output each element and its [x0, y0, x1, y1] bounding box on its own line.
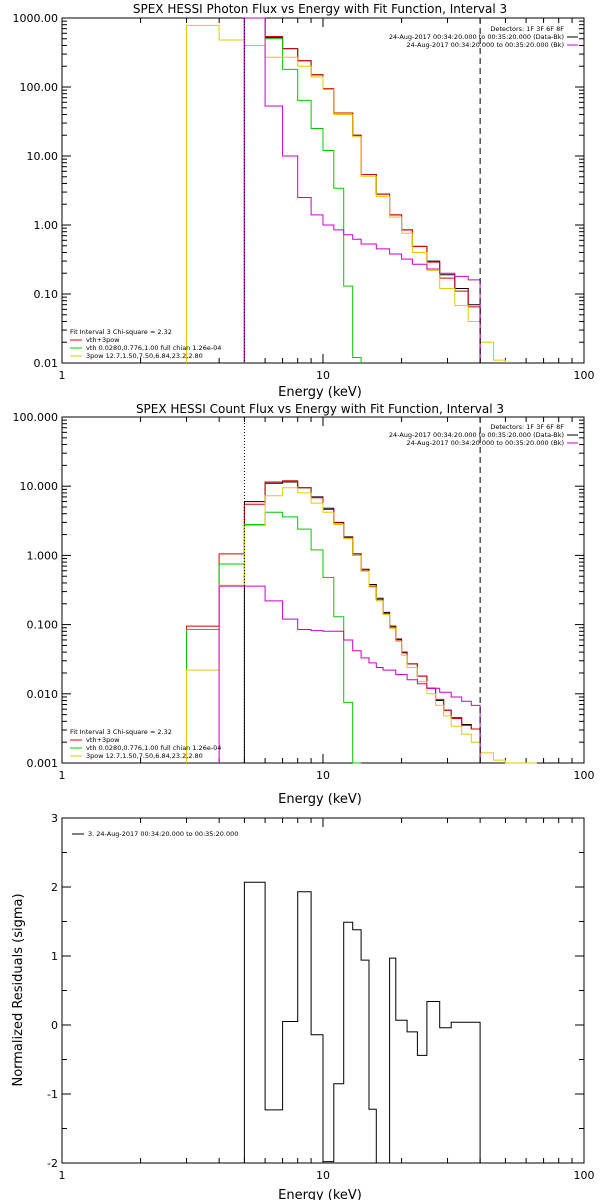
panel-2-legend-vth: vth 0.0280,0.776,1.00 full chian 1.26e-0… — [86, 744, 221, 752]
y-tick-label: -1 — [47, 1088, 58, 1101]
panel-1-legend-bk: 24-Aug-2017 00:34:20.000 to 00:35:20.000… — [407, 41, 564, 49]
panel-2-legend-bk: 24-Aug-2017 00:34:20.000 to 00:35:20.000… — [407, 439, 564, 447]
y-tick-label: 10.000 — [20, 480, 59, 493]
x-tick-label: 10 — [316, 769, 330, 782]
x-tick-label: 10 — [316, 369, 330, 382]
y-tick-label: 0 — [51, 1019, 58, 1032]
photon-flux-panel: SPEX HESSI Photon Flux vs Energy with Fi… — [13, 2, 595, 400]
panel-1-legend-bottom-left: Fit Interval 3 Chi-square = 2.32 vth+3po… — [70, 328, 221, 360]
panel-2-legend-data-bk: 24-Aug-2017 00:34:20.000 to 00:35:20.000… — [389, 431, 564, 439]
x-tick-label: 100 — [574, 369, 595, 382]
series-vth — [243, 17, 362, 363]
x-tick-label: 100 — [574, 1169, 595, 1182]
series-vth — [186, 511, 362, 764]
count-flux-panel: SPEX HESSI Count Flux vs Energy with Fit… — [13, 402, 595, 807]
x-tick-label: 10 — [316, 1169, 330, 1182]
panel-2-ticks: 1 10 100 0.001 0.010 0.100 1.000 10.000 100.000 — [13, 411, 595, 782]
y-tick-label: 2 — [51, 881, 58, 894]
residuals-panel: 1 10 100 -2 -1 0 1 2 3 Normalized Residuals (sig… — [11, 812, 595, 1200]
series-bk — [218, 585, 481, 763]
panel-2-title: SPEX HESSI Count Flux vs Energy with Fit… — [136, 402, 504, 416]
x-tick-label: 100 — [574, 769, 595, 782]
x-tick-label: 1 — [59, 1169, 66, 1182]
y-tick-label: 0.100 — [27, 619, 59, 632]
series-3pow — [186, 487, 537, 764]
panel-1-title: SPEX HESSI Photon Flux vs Energy with Fi… — [133, 2, 507, 16]
panel-3-series — [243, 881, 481, 1164]
series-data-bk — [243, 481, 481, 763]
y-tick-label: 10.00 — [27, 150, 59, 163]
series-3-24-aug-2017-00-34-20-000-to-00-35-20-000 — [243, 881, 481, 1164]
panel-3-legend-label: 3. 24-Aug-2017 00:34:20.000 to 00:35:20.… — [88, 830, 238, 838]
panel-2-plot-frame — [61, 416, 585, 764]
panel-1-legend-vth: vth 0.0280,0.776,1.00 full chian 1.26e-0… — [86, 344, 221, 352]
panel-2-legend-total: vth+3pow — [86, 736, 120, 744]
y-tick-label: 0.001 — [27, 757, 59, 770]
panel-2-legend-3pow: 3pow 12.7,1.50,7.50,6.84,23.2,2.80 — [86, 752, 203, 760]
panel-3-x-axis-label: Energy (keV) — [278, 1188, 362, 1200]
series-vth-3pow — [243, 17, 481, 363]
series-3pow — [186, 24, 506, 363]
panel-1-series — [186, 17, 506, 363]
x-tick-label: 1 — [59, 369, 66, 382]
panel-2-reference-lines — [243, 417, 481, 763]
series-data-bk — [243, 17, 481, 363]
y-tick-label: 0.010 — [27, 688, 59, 701]
panel-1-x-axis-label: Energy (keV) — [278, 385, 362, 400]
panel-2-legend-fit-interval: Fit Interval 3 Chi-square = 2.32 — [70, 728, 172, 736]
panel-1-reference-lines — [243, 18, 481, 363]
panel-1-legend-fit-interval: Fit Interval 3 Chi-square = 2.32 — [70, 328, 172, 336]
y-tick-label: 3 — [51, 812, 58, 825]
y-tick-label: 1.00 — [34, 219, 59, 232]
panel-2-series — [186, 480, 537, 764]
y-tick-label: 100.000 — [13, 411, 59, 424]
y-tick-label: 0.10 — [34, 288, 59, 301]
panel-2-legend-detectors: Detectors: 1F 3F 6F 8F — [490, 423, 564, 431]
y-tick-label: 1 — [51, 950, 58, 963]
panel-3-legend: 3. 24-Aug-2017 00:34:20.000 to 00:35:20.… — [72, 830, 238, 838]
y-tick-label: 1.000 — [27, 549, 59, 562]
y-tick-label: 0.01 — [34, 357, 59, 370]
panel-1-legend-top-right: Detectors: 1F 3F 6F 8F 24-Aug-2017 00:34… — [389, 25, 578, 49]
panel-3-y-axis-label: Normalized Residuals (sigma) — [11, 893, 26, 1086]
panel-1-ticks: 1 10 100 0.01 0.10 1.00 10.00 100.00 1000.00 — [13, 12, 595, 382]
y-tick-label: -2 — [47, 1157, 58, 1170]
series-bk — [243, 17, 481, 363]
y-tick-label: 100.00 — [20, 81, 59, 94]
x-tick-label: 1 — [59, 769, 66, 782]
y-tick-label: 1000.00 — [13, 12, 59, 25]
panel-1-legend-data-bk: 24-Aug-2017 00:34:20.000 to 00:35:20.000… — [389, 33, 564, 41]
panel-2-legend-top-right: Detectors: 1F 3F 6F 8F 24-Aug-2017 00:34… — [389, 423, 578, 447]
panel-1-legend-detectors: Detectors: 1F 3F 6F 8F — [490, 25, 564, 33]
panel-1-plot-frame — [61, 17, 585, 364]
panel-3-ticks: 1 10 100 -2 -1 0 1 2 3 — [47, 812, 594, 1182]
panel-2-legend-bottom-left: Fit Interval 3 Chi-square = 2.32 vth+3po… — [70, 728, 221, 760]
panel-1-legend-total: vth+3pow — [86, 336, 120, 344]
panel-2-x-axis-label: Energy (keV) — [278, 792, 362, 807]
panel-1-legend-3pow: 3pow 12.7,1.50,7.50,6.84,23.2,2.80 — [86, 352, 203, 360]
